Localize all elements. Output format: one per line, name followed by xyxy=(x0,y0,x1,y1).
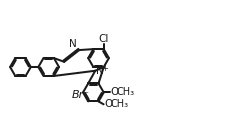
Text: O: O xyxy=(110,87,118,97)
Text: CH₃: CH₃ xyxy=(110,99,128,109)
Text: Br⁻: Br⁻ xyxy=(72,90,90,100)
Text: CH₃: CH₃ xyxy=(116,87,135,97)
Text: N: N xyxy=(96,66,104,76)
Text: Cl: Cl xyxy=(99,34,109,44)
Text: +: + xyxy=(101,64,108,73)
Text: O: O xyxy=(104,99,112,109)
Text: N: N xyxy=(69,39,77,49)
